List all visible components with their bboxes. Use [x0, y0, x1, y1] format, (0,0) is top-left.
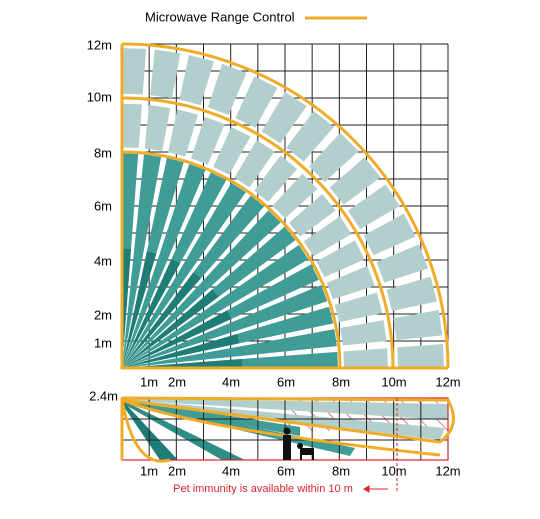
beam-segment — [393, 309, 443, 341]
beam-segment — [340, 320, 387, 346]
beam-segment — [235, 76, 278, 128]
beam-segment — [343, 348, 388, 370]
arc-10m — [121, 96, 395, 369]
side-beam — [122, 400, 245, 460]
y-label: 6m — [94, 198, 112, 213]
beam-segment — [179, 54, 214, 106]
beam-segment — [122, 182, 246, 368]
person-head — [283, 427, 291, 435]
beam-segment — [329, 157, 381, 205]
pet-leg — [300, 455, 302, 460]
beam-segment — [122, 244, 309, 368]
y-label: 2m — [94, 307, 112, 322]
beam-segment — [386, 276, 437, 312]
beam-segment — [120, 103, 142, 148]
beam-segment — [191, 116, 225, 165]
beam-segment — [272, 173, 318, 219]
beam-segment — [122, 251, 157, 368]
arc-8m — [121, 150, 342, 369]
pet-head — [297, 443, 303, 449]
x-label: 1m — [140, 374, 158, 389]
beam-segment — [213, 126, 251, 175]
beam-segment — [168, 109, 198, 157]
x-label: 2m — [168, 374, 186, 389]
beam-segment — [303, 216, 352, 257]
top-beams — [120, 47, 444, 370]
height-label: 2.4m — [89, 388, 118, 403]
beam-segment — [122, 285, 328, 368]
axis-frame — [120, 44, 448, 370]
beam-segment — [286, 110, 334, 162]
x-label: 6m — [277, 463, 295, 478]
side-outlines — [120, 396, 455, 463]
beam-segment — [234, 140, 275, 188]
x-label: 6m — [277, 374, 295, 389]
person-and-pet — [283, 427, 314, 460]
person-body — [283, 435, 291, 460]
beam-segment — [309, 132, 359, 182]
x-label: 8m — [332, 463, 350, 478]
beam-segment — [122, 310, 232, 368]
y-label: 10m — [87, 89, 112, 104]
y-label: 4m — [94, 253, 112, 268]
beam-segment — [122, 289, 219, 368]
x-label: 2m — [168, 463, 186, 478]
side-outline — [120, 399, 171, 463]
beam-segment — [122, 329, 337, 368]
beam-segment — [122, 154, 162, 368]
beam-segment — [316, 240, 365, 278]
x-label: 1m — [140, 463, 158, 478]
y-label: 12m — [87, 37, 112, 52]
side-outline — [121, 396, 455, 444]
legend-label: Microwave Range Control — [145, 9, 295, 24]
x-label: 10m — [381, 374, 406, 389]
x-label: 10m — [381, 463, 406, 478]
x-label: 12m — [435, 463, 460, 478]
beam-segment — [261, 92, 307, 144]
beam-segment — [122, 163, 206, 368]
beam-segment — [122, 259, 180, 368]
beam-segment — [376, 244, 429, 283]
beam-segment — [122, 333, 240, 368]
pet-leg — [312, 455, 314, 460]
beam-segment — [207, 63, 247, 115]
x-label: 8m — [332, 374, 350, 389]
y-label: 8m — [94, 145, 112, 160]
note-arrow — [363, 485, 388, 493]
arrow-head — [363, 485, 370, 493]
beam-segment — [348, 184, 400, 230]
beam-segment — [144, 105, 171, 152]
x-label: 4m — [222, 463, 240, 478]
beam-segment — [397, 344, 444, 370]
beam-segment — [150, 49, 181, 99]
side-outline — [121, 398, 441, 457]
side-beam — [122, 400, 178, 460]
beam-segment — [122, 272, 201, 368]
arc-12m — [121, 42, 450, 369]
beam-segment — [121, 248, 131, 368]
beam-segment — [122, 210, 281, 368]
x-label: 4m — [222, 374, 240, 389]
pet-body — [300, 448, 314, 455]
beam-segment — [254, 155, 298, 202]
beam-segment — [334, 292, 383, 323]
y-label: 1m — [94, 335, 112, 350]
beam-segment — [122, 359, 242, 369]
x-label: 12m — [435, 374, 460, 389]
beam-segment — [289, 194, 336, 237]
beam-segment — [326, 265, 375, 300]
pet-note: Pet immunity is available within 10 m — [173, 483, 353, 495]
side-beam — [122, 399, 300, 436]
beam-segment — [120, 47, 147, 95]
range-arcs — [120, 42, 450, 370]
beam-segment — [363, 213, 416, 256]
